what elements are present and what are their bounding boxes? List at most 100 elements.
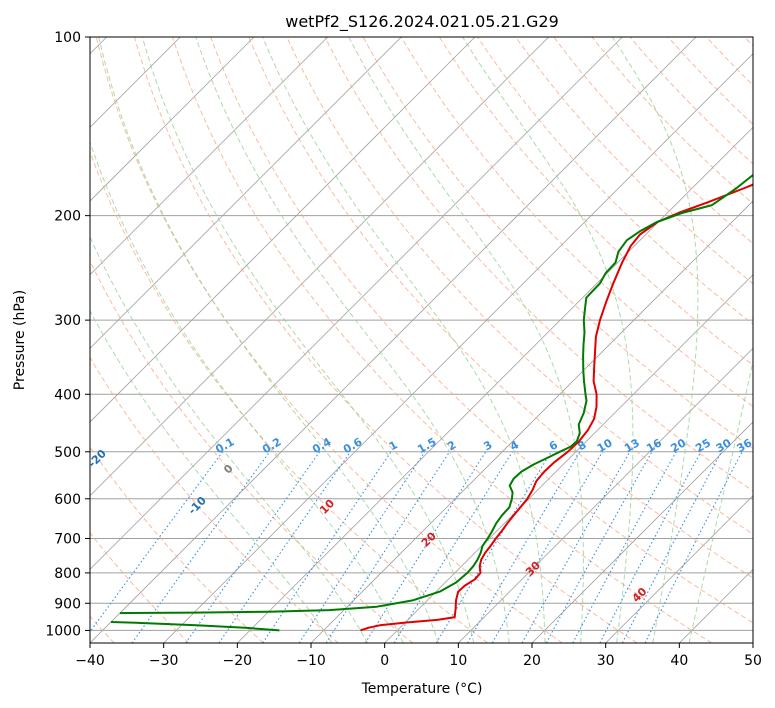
mixing-ratio-line [364,451,487,643]
mixing-ratio-label: 2 [445,438,458,453]
mixing-ratio-label: 20 [669,436,689,455]
y-axis-ticks: 1000 900 800 700 600 500 400 300 200 100 [45,30,90,639]
x-tick-label: −30 [149,653,179,669]
mixing-ratio-line [393,451,513,643]
series-layer [110,173,753,632]
dry-adiabat-line [705,37,753,86]
mixing-ratio-line [491,451,603,643]
moist-adiabat-line [688,358,753,643]
chart-title: wetPf2_S126.2024.021.05.21.G29 [285,12,559,32]
dry-adiabat-line [172,37,712,643]
mixing-ratio-line [90,451,224,633]
isotherm-line [90,37,476,423]
dry-adiabat-line [248,37,753,579]
moist-adiabat-line [98,37,439,643]
dry-adiabat-line [667,37,753,126]
mixing-ratio-line [325,451,451,643]
isotherm-line [90,37,255,202]
y-tick-label: 900 [54,596,81,612]
y-tick-label: 400 [54,387,81,403]
isotherm-line [90,37,549,497]
mixing-ratio-label: 0.4 [310,435,334,456]
isotherm-line [90,37,697,643]
y-tick-label: 300 [54,313,81,329]
mixing-ratio-line [185,451,321,643]
dry-adiabat-line [90,446,264,643]
x-tick-label: −10 [296,653,326,669]
plot-frame [89,36,754,644]
mixing-ratio-line [621,451,722,643]
dry-adiabat-line [553,37,753,245]
mixing-ratio-label: 3 [481,438,494,453]
mixing-ratio-label: 0.1 [213,435,236,456]
x-tick-label: 10 [449,653,467,669]
moist-adiabat-line [611,37,699,643]
isotherm-line [458,347,753,643]
y-tick-label: 600 [54,492,81,508]
dry-adiabat-line [90,150,488,643]
mixing-ratio-line [218,451,351,643]
isotherm-line [384,274,753,643]
x-axis-title: Temperature (°C) [361,681,483,697]
y-tick-label: 200 [54,209,81,225]
dry-adiabat-line [744,37,753,47]
y-axis-title: Pressure (hPa) [12,290,28,390]
mixing-ratio-label: 0.6 [341,435,365,456]
isotherm-line [163,53,753,643]
dewpoint-profile-line [110,621,280,632]
y-tick-label: 800 [54,566,81,582]
x-tick-label: −20 [223,653,253,669]
mixing-ratio-line [131,451,271,643]
dry-adiabat-line [210,37,753,624]
moist-adiabat-line [262,37,546,643]
isotherm-line [90,37,402,349]
isotherm-line [605,495,753,643]
x-tick-label: 0 [380,653,389,669]
mixing-ratio-label: 1.5 [415,435,438,456]
y-tick-label: 100 [54,30,81,46]
dry-adiabat-line [515,37,753,285]
dry-adiabat-line [90,356,339,643]
dry-adiabat-line [324,37,753,492]
mixing-ratio-label: 13 [622,436,642,455]
x-tick-label: 30 [597,653,615,669]
dry-adiabat-label: -30 [0,400,20,423]
dewpoint-profile-line [119,173,753,615]
dry-adiabat-label: -20 [86,447,109,470]
mixing-ratio-label: 1 [387,438,400,453]
mixing-ratio-label: 10 [595,436,615,455]
x-tick-label: 20 [523,653,541,669]
moist-adiabat-line [462,37,634,643]
moist-adiabat-line [90,140,404,643]
moist-adiabat-line [90,309,333,643]
mixing-ratio-label: 36 [734,436,754,455]
x-tick-label: 40 [670,653,688,669]
mixing-ratio-label: 16 [644,436,664,455]
x-axis-ticks: −40 −30 −20 −10 0 10 20 30 40 50 [75,643,762,669]
mixing-ratio-line [572,451,677,643]
isotherm-line [310,200,753,643]
dry-adiabat-line [362,37,753,450]
mixing-ratio-label: 4 [508,438,521,453]
mixing-ratio-line [435,451,552,643]
isoline-labels: 0.10.20.40.611.52346810131620253036-100-… [0,400,754,605]
isotherm-line [679,568,753,643]
dry-adiabat-line [400,37,753,408]
mixing-ratio-line [262,451,392,643]
moist-adiabat-line [141,37,475,643]
dry-adiabat-line [286,37,753,535]
mixing-ratio-line [545,451,653,643]
dry-adiabat-line [90,260,414,643]
y-tick-label: 500 [54,445,81,461]
x-tick-label: −40 [75,653,105,669]
y-tick-label: 1000 [45,623,81,639]
mixing-ratio-label: 6 [547,438,560,453]
background-lines [90,37,753,643]
mixing-ratio-line [599,451,702,643]
isotherm-line [237,126,753,643]
dry-adiabat-line [591,37,753,205]
isotherm-line [90,37,328,276]
mixing-ratio-line [521,451,631,643]
dry-adiabat-line [90,532,190,643]
